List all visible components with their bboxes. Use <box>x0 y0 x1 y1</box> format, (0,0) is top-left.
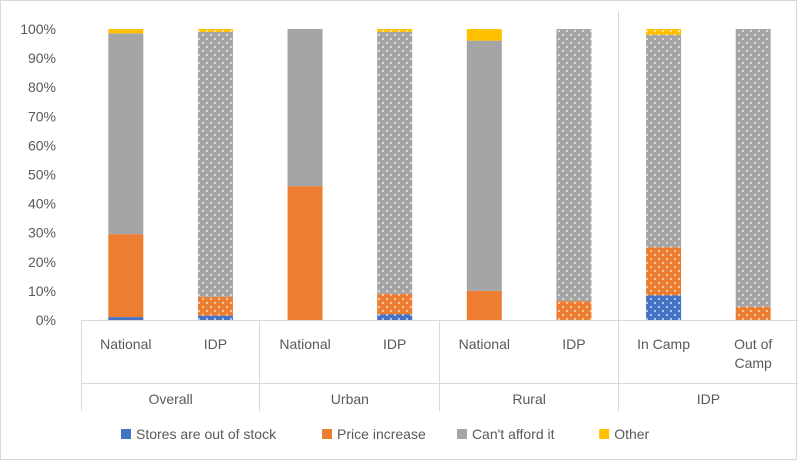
bar-segment <box>466 290 502 320</box>
category-label: In Camp <box>637 336 690 352</box>
legend-swatch <box>121 429 131 439</box>
legend-swatch <box>322 429 333 439</box>
bar-segment-pattern <box>556 301 592 320</box>
bar-segment-pattern <box>197 315 233 320</box>
category-label: IDP <box>383 336 406 352</box>
group-label: IDP <box>697 391 720 407</box>
bar-segment-pattern <box>646 29 682 35</box>
y-tick-label: 30% <box>28 225 56 241</box>
bar-segment-pattern <box>556 29 592 302</box>
bars <box>108 29 771 320</box>
bar-segment <box>108 33 144 235</box>
bar-segment-pattern <box>377 293 413 315</box>
group-label: Overall <box>148 391 192 407</box>
bar-segment-pattern <box>377 31 413 294</box>
category-label: IDP <box>562 336 585 352</box>
legend-item-label: Other <box>614 426 649 442</box>
category-label: National <box>459 336 510 352</box>
bar-segment <box>108 234 144 318</box>
category-label: Out of Camp <box>734 336 772 371</box>
bar-segment <box>287 186 323 320</box>
bar-segment-pattern <box>377 314 413 320</box>
bar-segment-pattern <box>646 34 682 248</box>
group-label: Rural <box>512 391 545 407</box>
legend-item-label: Stores are out of stock <box>136 426 277 442</box>
bar-segment-pattern <box>646 295 682 320</box>
category-label: IDP <box>204 336 227 352</box>
bar-segment <box>108 317 144 320</box>
y-tick-label: 20% <box>28 254 56 270</box>
bar-segment-pattern <box>735 29 771 307</box>
bar-segment-pattern <box>646 247 682 296</box>
y-tick-label: 100% <box>20 21 56 37</box>
legend-swatch <box>456 429 467 439</box>
legend-swatch <box>599 429 610 439</box>
y-tick-label: 90% <box>28 50 56 66</box>
x-axis: National IDP National IDP National IDP In Camp… <box>81 11 798 411</box>
bar-segment <box>466 40 502 291</box>
legend: Stores are out of stock Price increase Can… <box>121 426 650 442</box>
category-label: National <box>279 336 330 352</box>
y-tick-label: 70% <box>28 108 56 124</box>
legend-item-label: Can't afford it <box>472 426 555 442</box>
bar-segment <box>287 29 323 187</box>
y-tick-label: 80% <box>28 79 56 95</box>
bar-segment <box>466 29 502 41</box>
y-tick-label: 0% <box>36 312 56 328</box>
group-label: Urban <box>331 391 369 407</box>
bar-segment-pattern <box>197 31 233 297</box>
y-tick-label: 10% <box>28 283 56 299</box>
bar-segment-pattern <box>197 29 233 32</box>
y-axis: 0% 10% 20% 30% 40% 50% 60% 70% 80% 90% 100% <box>20 21 56 328</box>
bar-segment <box>108 29 144 34</box>
bar-segment-pattern <box>197 296 233 316</box>
bar-segment-pattern <box>735 306 771 320</box>
y-tick-label: 50% <box>28 167 56 183</box>
y-tick-label: 60% <box>28 137 56 153</box>
legend-item-label: Price increase <box>337 426 426 442</box>
category-label: National <box>100 336 151 352</box>
y-tick-label: 40% <box>28 196 56 212</box>
bar-segment-pattern <box>377 29 413 32</box>
